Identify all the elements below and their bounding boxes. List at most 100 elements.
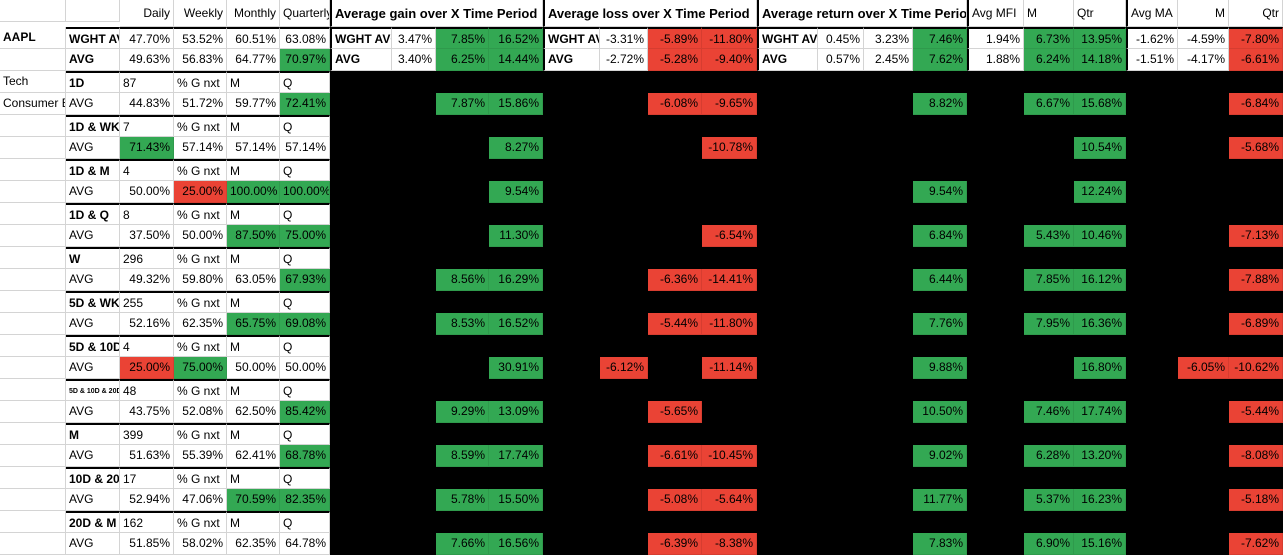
fill-cell[interactable] [818, 313, 864, 335]
fill-cell[interactable] [1126, 247, 1178, 269]
fill-cell[interactable] [1178, 467, 1229, 489]
ret-value[interactable]: 9.54% [913, 181, 967, 203]
fill-cell[interactable] [648, 357, 702, 379]
fill-cell[interactable] [392, 71, 436, 93]
fill-cell[interactable] [757, 357, 818, 379]
signal-avg-label[interactable]: AVG [66, 533, 120, 555]
win-rate-cell[interactable]: 64.78% [280, 533, 330, 555]
fill-cell[interactable] [1074, 247, 1126, 269]
fill-cell[interactable] [967, 357, 1024, 379]
fill-cell[interactable] [864, 423, 913, 445]
win-rate-cell[interactable]: 52.08% [174, 401, 227, 423]
fill-cell[interactable] [1074, 335, 1126, 357]
return-value[interactable]: 0.45% [818, 27, 864, 49]
fill-cell[interactable] [330, 511, 392, 533]
fill-cell[interactable] [967, 203, 1024, 225]
fill-cell[interactable] [648, 335, 702, 357]
fill-cell[interactable] [392, 357, 436, 379]
fill-cell[interactable] [864, 291, 913, 313]
win-rate-cell[interactable]: 50.00% [120, 181, 174, 203]
loss-value[interactable]: -11.14% [702, 357, 757, 379]
signal-m-label[interactable]: M [227, 247, 280, 269]
signal-m-label[interactable]: M [227, 291, 280, 313]
fill-cell[interactable] [1229, 115, 1283, 137]
win-rate-cell[interactable]: 59.80% [174, 269, 227, 291]
fill-cell[interactable] [864, 533, 913, 555]
section-header-loss[interactable]: Average loss over X Time Period [543, 0, 757, 27]
fill-cell[interactable] [864, 445, 913, 467]
ma-value[interactable]: -10.62% [1229, 357, 1283, 379]
gain-value[interactable]: 15.86% [489, 93, 543, 115]
fill-cell[interactable] [757, 401, 818, 423]
gain-value[interactable]: 8.27% [489, 137, 543, 159]
loss-value[interactable]: -5.44% [648, 313, 702, 335]
fill-cell[interactable] [600, 159, 648, 181]
fill-cell[interactable] [967, 445, 1024, 467]
ret-value[interactable]: 10.50% [913, 401, 967, 423]
mfi-m-header[interactable]: M [1024, 0, 1074, 27]
signal-g-label[interactable]: % G nxt [174, 291, 227, 313]
gain-value[interactable]: 11.30% [489, 225, 543, 247]
fill-cell[interactable] [543, 93, 600, 115]
fill-cell[interactable] [1074, 159, 1126, 181]
signal-avg-label[interactable]: AVG [66, 269, 120, 291]
fill-cell[interactable] [543, 269, 600, 291]
fill-cell[interactable] [1178, 445, 1229, 467]
fill-cell[interactable] [864, 247, 913, 269]
fill-cell[interactable] [757, 159, 818, 181]
fill-cell[interactable] [818, 137, 864, 159]
left-blank[interactable] [0, 511, 66, 533]
signal-g-label[interactable]: % G nxt [174, 71, 227, 93]
left-blank[interactable] [0, 137, 66, 159]
ret-value[interactable]: 11.77% [913, 489, 967, 511]
fill-cell[interactable] [967, 291, 1024, 313]
fill-cell[interactable] [392, 379, 436, 401]
win-rate-cell[interactable]: 85.42% [280, 401, 330, 423]
signal-avg-label[interactable]: AVG [66, 313, 120, 335]
fill-cell[interactable] [648, 423, 702, 445]
win-rate-cell[interactable]: 57.14% [280, 137, 330, 159]
gain-value[interactable]: 7.87% [436, 93, 489, 115]
fill-cell[interactable] [1024, 511, 1074, 533]
gain-label[interactable]: AVG [330, 49, 392, 71]
fill-cell[interactable] [967, 225, 1024, 247]
fill-cell[interactable] [1229, 181, 1283, 203]
ret-value[interactable]: 9.88% [913, 357, 967, 379]
mfi-value[interactable]: 12.24% [1074, 181, 1126, 203]
ticker-blank[interactable] [0, 49, 66, 71]
win-rate-cell[interactable]: 87.50% [227, 225, 280, 247]
fill-cell[interactable] [1178, 137, 1229, 159]
win-rate-cell[interactable]: 65.75% [227, 313, 280, 335]
left-blank[interactable] [0, 115, 66, 137]
fill-cell[interactable] [818, 181, 864, 203]
fill-cell[interactable] [864, 71, 913, 93]
fill-cell[interactable] [913, 71, 967, 93]
win-rate-cell[interactable]: 69.08% [280, 313, 330, 335]
left-blank[interactable] [0, 247, 66, 269]
fill-cell[interactable] [757, 313, 818, 335]
signal-q-label[interactable]: Q [280, 115, 330, 137]
header-blank[interactable] [0, 0, 120, 22]
signal-name[interactable]: 10D & 20D [66, 467, 120, 489]
signal-avg-label[interactable]: AVG [66, 93, 120, 115]
fill-cell[interactable] [392, 423, 436, 445]
fill-cell[interactable] [392, 335, 436, 357]
ma-qtr-header[interactable]: Qtr [1229, 0, 1283, 27]
fill-cell[interactable] [757, 115, 818, 137]
fill-cell[interactable] [818, 203, 864, 225]
fill-cell[interactable] [1178, 313, 1229, 335]
win-rate-cell[interactable]: 62.35% [174, 313, 227, 335]
return-label[interactable]: WGHT AVG [757, 27, 818, 49]
fill-cell[interactable] [757, 225, 818, 247]
fill-cell[interactable] [330, 225, 392, 247]
win-rate-cell[interactable]: 62.50% [227, 401, 280, 423]
gain-value[interactable]: 7.85% [436, 27, 489, 49]
win-rate-cell[interactable]: 51.85% [120, 533, 174, 555]
signal-m-label[interactable]: M [227, 423, 280, 445]
mfi-value[interactable]: 1.88% [967, 49, 1024, 71]
ma-value[interactable]: -7.13% [1229, 225, 1283, 247]
fill-cell[interactable] [330, 445, 392, 467]
mfi-value[interactable]: 1.94% [967, 27, 1024, 49]
fill-cell[interactable] [436, 335, 489, 357]
win-rate-cell[interactable]: 75.00% [174, 357, 227, 379]
